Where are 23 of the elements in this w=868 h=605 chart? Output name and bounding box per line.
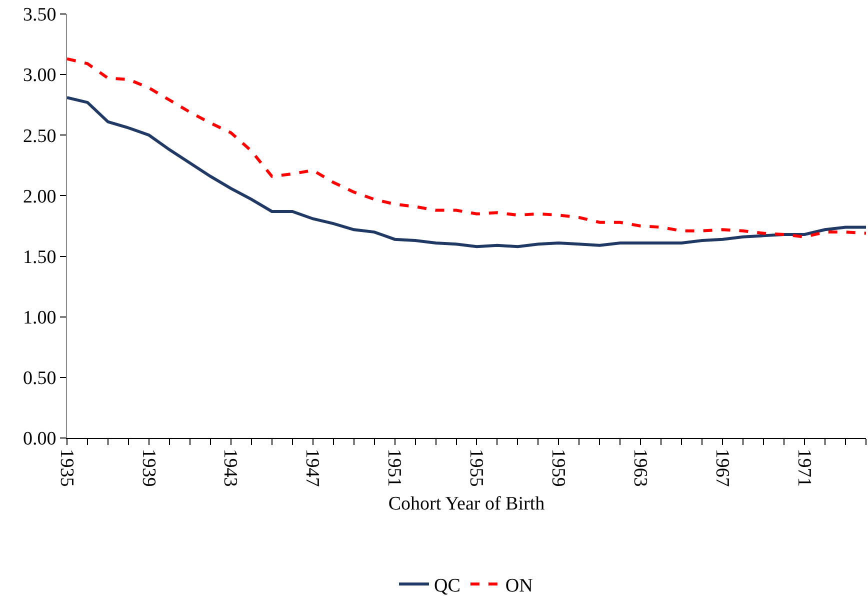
x-axis-title: Cohort Year of Birth bbox=[388, 494, 546, 515]
y-tick-label: 0.00 bbox=[22, 428, 56, 450]
y-tick-label: 1.50 bbox=[22, 246, 56, 268]
line-series bbox=[67, 96, 866, 248]
x-tick-label: 1971 bbox=[793, 448, 814, 487]
x-tick-label: 1935 bbox=[56, 448, 77, 487]
y-tick-label: 3.00 bbox=[22, 65, 56, 86]
legend-label: ON bbox=[505, 575, 534, 596]
y-tick-label: 0.50 bbox=[22, 368, 56, 390]
legend-label: QC bbox=[434, 575, 460, 596]
y-tick-label: 2.50 bbox=[22, 126, 56, 147]
x-tick-label: 1939 bbox=[138, 448, 159, 487]
line-series bbox=[67, 57, 866, 238]
x-tick-label: 1951 bbox=[384, 448, 405, 487]
x-tick-label: 1955 bbox=[466, 448, 487, 487]
x-tick-label: 1943 bbox=[220, 448, 241, 487]
x-tick-label: 1959 bbox=[548, 448, 569, 487]
x-tick-label: 1963 bbox=[629, 448, 650, 487]
x-tick-label: 1947 bbox=[302, 448, 323, 487]
x-tick-label: 1967 bbox=[711, 448, 732, 487]
y-tick-label: 3.50 bbox=[22, 4, 56, 26]
y-tick-label: 2.00 bbox=[22, 186, 56, 208]
y-tick-label: 1.00 bbox=[22, 308, 56, 329]
